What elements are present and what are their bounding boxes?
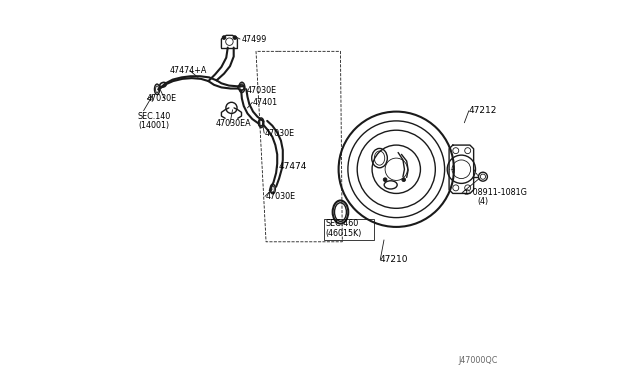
Text: 47210: 47210 bbox=[380, 255, 408, 264]
Text: 47030EA: 47030EA bbox=[216, 119, 252, 128]
Circle shape bbox=[233, 36, 237, 39]
Text: ① 08911-1081G: ① 08911-1081G bbox=[463, 188, 527, 197]
Circle shape bbox=[383, 178, 387, 182]
Text: 47474+A: 47474+A bbox=[170, 66, 207, 75]
Text: 47401: 47401 bbox=[253, 98, 278, 107]
Text: 47499: 47499 bbox=[241, 35, 266, 44]
Circle shape bbox=[402, 178, 406, 182]
Text: 47474: 47474 bbox=[278, 162, 307, 171]
Text: J47000QC: J47000QC bbox=[458, 356, 498, 365]
Text: 47030E: 47030E bbox=[246, 86, 276, 94]
Text: 47030E: 47030E bbox=[266, 192, 296, 201]
Text: (4): (4) bbox=[477, 197, 488, 206]
Text: 47212: 47212 bbox=[468, 106, 497, 115]
Text: SEC.460: SEC.460 bbox=[326, 219, 359, 228]
Bar bbox=[324, 219, 374, 240]
Text: 47030E: 47030E bbox=[147, 94, 177, 103]
Circle shape bbox=[481, 174, 486, 179]
Text: (14001): (14001) bbox=[138, 121, 170, 130]
Text: SEC.140: SEC.140 bbox=[138, 112, 171, 121]
Text: (46015K): (46015K) bbox=[326, 229, 362, 238]
Circle shape bbox=[222, 36, 226, 39]
Text: 47030E: 47030E bbox=[265, 129, 295, 138]
